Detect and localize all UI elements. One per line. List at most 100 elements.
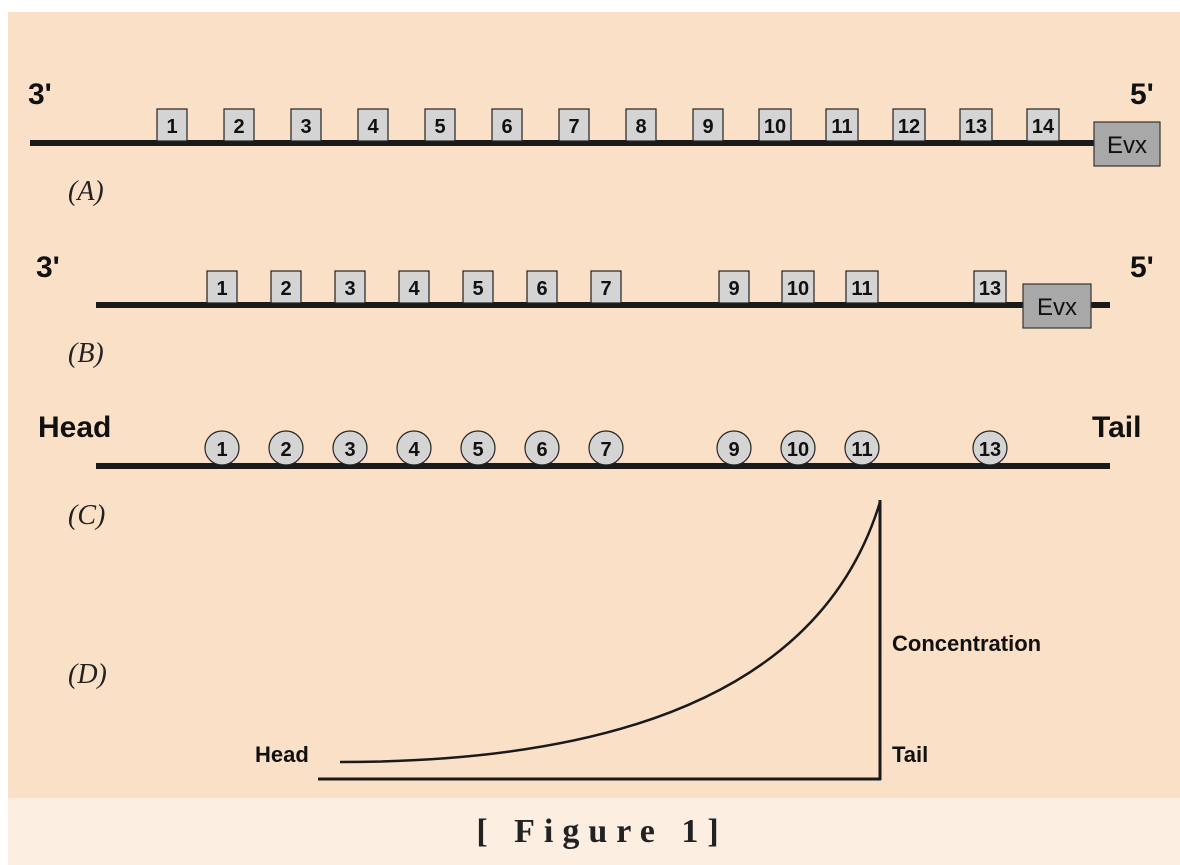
row-b-gene-number: 13: [979, 278, 1001, 300]
row-b-gene-number: 4: [408, 278, 420, 300]
row-b-gene-number: 10: [787, 278, 809, 300]
row-a-gene-box: [692, 108, 724, 142]
row-c-segment-number: 4: [408, 439, 420, 461]
row-a-label: (A): [68, 176, 104, 207]
caption-band: [8, 798, 1180, 865]
row-c-segment-circle: [972, 430, 1008, 466]
row-a-gene-number: 3: [300, 116, 311, 138]
row-c-segment-circle: [332, 430, 368, 466]
row-b-gene-number: 3: [344, 278, 355, 300]
row-b-gene-box: [590, 270, 622, 304]
row-a: 3' 5' 1 2 3 4 5 6 7 8 9 10 11 12 13 14 Evx (A): [28, 78, 1161, 207]
row-b-evx-box: [1022, 283, 1092, 329]
row-a-gene-number: 2: [233, 116, 244, 138]
row-b-gene-box: [845, 270, 879, 304]
row-c-segment-number: 2: [280, 439, 291, 461]
row-d: (D) Head Concentration Tail: [68, 500, 1041, 781]
row-a-gene-box: [825, 108, 859, 142]
row-b-gene-box: [718, 270, 750, 304]
row-a-gene-number: 6: [501, 116, 512, 138]
row-a-gene-box: [290, 108, 322, 142]
row-a-gene-number: 8: [635, 116, 646, 138]
row-b-right-end: 5': [1130, 251, 1154, 284]
row-b-gene-box: [206, 270, 238, 304]
row-c-segment-number: 1: [216, 439, 227, 461]
row-b-gene-box: [270, 270, 302, 304]
row-b-gene-box: [781, 270, 815, 304]
row-b-gene-number: 6: [536, 278, 547, 300]
row-a-gene-box: [156, 108, 188, 142]
row-b-gene-number: 11: [851, 278, 872, 300]
row-c: Head Tail 1 2 3 4 5 6 7 9 10 11 13 (C): [38, 411, 1141, 531]
row-b-gene-number: 2: [280, 278, 291, 300]
curve-head-label: Head: [255, 742, 309, 767]
row-b-label: (B): [68, 338, 104, 369]
row-b-gene-number: 9: [728, 278, 739, 300]
row-b-gene-box: [973, 270, 1007, 304]
row-a-gene-box: [758, 108, 792, 142]
row-c-left-end: Head: [38, 411, 111, 444]
row-c-segment-number: 6: [536, 439, 547, 461]
axis-tail-label: Tail: [892, 742, 928, 767]
row-a-right-end: 5': [1130, 78, 1154, 111]
row-c-label: (C): [68, 500, 105, 531]
row-b-genes: 1 2 3 4 5 6 7 9 10 11 13: [206, 270, 1007, 304]
row-c-segment-number: 11: [851, 439, 872, 461]
row-a-gene-box: [625, 108, 657, 142]
row-a-gene-box: [959, 108, 993, 142]
row-c-segment-number: 10: [787, 439, 809, 461]
row-a-gene-number: 9: [702, 116, 713, 138]
row-b-evx-label: Evx: [1037, 294, 1077, 321]
row-a-gene-box: [1026, 108, 1060, 142]
row-c-segments: 1 2 3 4 5 6 7 9 10 11 13: [204, 430, 1008, 466]
row-c-right-end: Tail: [1092, 411, 1141, 444]
row-c-segment-circle: [716, 430, 752, 466]
figure-caption: [ Figure 1]: [476, 813, 727, 850]
row-b-gene-number: 1: [216, 278, 227, 300]
row-a-gene-box: [892, 108, 926, 142]
row-a-genes: 1 2 3 4 5 6 7 8 9 10 11 12 13 14: [156, 108, 1060, 142]
row-b-gene-box: [398, 270, 430, 304]
concentration-gradient-curve: [339, 501, 882, 764]
row-c-segment-number: 3: [344, 439, 355, 461]
row-a-gene-number: 5: [434, 116, 445, 138]
row-a-gene-number: 12: [898, 116, 920, 138]
row-a-gene-number: 1: [166, 116, 177, 138]
row-a-gene-number: 11: [831, 116, 852, 138]
row-a-gene-number: 13: [965, 116, 987, 138]
row-c-segment-circle: [844, 430, 880, 466]
row-b: 3' 5' 1 2 3 4 5 6 7 9 10 11 13 Evx (B): [36, 251, 1154, 369]
row-c-segment-circle: [780, 430, 816, 466]
row-a-left-end: 3': [28, 78, 52, 111]
row-b-gene-number: 7: [600, 278, 611, 300]
row-a-evx-label: Evx: [1107, 132, 1147, 159]
row-a-gene-box: [357, 108, 389, 142]
row-c-segment-number: 5: [472, 439, 483, 461]
row-c-segment-circle: [204, 430, 240, 466]
row-b-gene-box: [462, 270, 494, 304]
row-a-gene-box: [223, 108, 255, 142]
row-a-gene-number: 4: [367, 116, 379, 138]
concentration-label: Concentration: [892, 631, 1041, 656]
row-c-segment-circle: [268, 430, 304, 466]
row-d-label: (D): [68, 659, 107, 690]
row-a-gene-number: 14: [1032, 116, 1055, 138]
row-a-gene-box: [558, 108, 590, 142]
row-c-segment-circle: [524, 430, 560, 466]
row-b-gene-box: [526, 270, 558, 304]
row-c-segment-circle: [396, 430, 432, 466]
row-a-evx-box: [1093, 121, 1161, 167]
row-b-gene-number: 5: [472, 278, 483, 300]
row-a-gene-number: 10: [764, 116, 786, 138]
row-c-segment-number: 9: [728, 439, 739, 461]
row-c-segment-circle: [588, 430, 624, 466]
row-c-segment-circle: [460, 430, 496, 466]
row-a-gene-box: [424, 108, 456, 142]
row-c-segment-number: 13: [979, 439, 1001, 461]
row-c-segment-number: 7: [600, 439, 611, 461]
row-b-gene-box: [334, 270, 366, 304]
row-b-left-end: 3': [36, 251, 60, 284]
row-a-gene-box: [491, 108, 523, 142]
row-a-gene-number: 7: [568, 116, 579, 138]
